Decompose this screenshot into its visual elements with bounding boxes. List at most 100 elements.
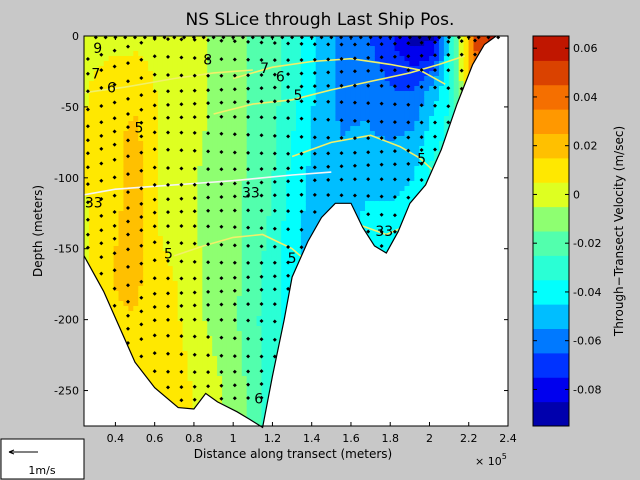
heat-cell [350,156,356,162]
heat-cell [241,371,248,377]
heat-cell [162,251,169,257]
heat-cell [360,201,366,207]
heat-cell [93,216,100,222]
heat-cell [271,96,277,102]
heat-cell [394,66,401,72]
heat-cell [369,46,376,52]
heat-cell [231,46,238,52]
heat-cell [335,96,341,102]
heat-cell [291,91,297,97]
heat-cell [138,346,144,352]
heat-cell [256,186,263,192]
heat-cell [212,196,218,202]
heat-cell [256,371,263,377]
heat-cell [355,46,361,52]
heat-cell [236,191,243,197]
heat-cell [271,111,277,117]
heat-cell [394,51,401,57]
heat-cell [330,171,337,177]
heat-cell [123,226,129,232]
heat-cell [226,186,233,192]
heat-cell [286,221,292,227]
heat-cell [88,91,95,97]
heat-cell [182,306,189,312]
heat-cell [148,261,154,267]
heat-cell [241,211,248,217]
heat-cell [157,326,164,332]
heat-cell [355,196,361,202]
heat-cell [315,41,322,47]
heat-cell [246,221,253,227]
heat-cell [350,201,356,207]
heat-cell [226,96,233,102]
heat-cell [148,291,154,297]
heat-cell [123,66,129,72]
heat-cell [167,191,174,197]
heat-cell [355,116,361,122]
heat-cell [192,51,198,57]
heat-cell [202,361,208,367]
heat-cell [157,126,164,132]
heat-cell [394,191,401,197]
heat-cell [84,96,90,102]
heat-cell [192,306,198,312]
heat-cell [266,111,272,117]
heat-cell [172,66,179,72]
heat-cell [172,396,179,402]
heat-cell [246,101,253,107]
heat-cell [187,376,194,382]
heat-cell [389,121,396,127]
heat-cell [157,56,164,62]
heat-cell [369,146,376,152]
heat-cell [207,351,213,357]
heat-cell [281,176,287,182]
heat-cell [118,151,125,157]
heat-cell [143,131,149,137]
heat-cell [379,156,386,162]
heat-cell [123,91,129,97]
heat-cell [128,46,134,52]
heat-cell [143,136,149,142]
heat-cell [187,336,194,342]
heat-cell [379,71,386,77]
heat-cell [133,231,139,237]
heat-cell [98,71,105,77]
heat-cell [118,246,125,252]
heat-cell [350,116,356,122]
heat-cell [187,266,194,272]
heat-cell [133,141,139,147]
heat-cell [256,111,263,117]
heat-cell [340,186,346,192]
heat-cell [360,76,366,82]
heat-cell [162,56,169,62]
heat-cell [177,266,184,272]
heat-cell [93,161,100,167]
heat-cell [108,276,115,282]
heat-cell [261,336,268,342]
heat-cell [84,111,90,117]
heat-cell [202,146,208,152]
heat-cell [226,126,233,132]
heat-cell [384,96,391,102]
heat-cell [330,156,337,162]
heat-cell [182,96,189,102]
heat-cell [197,196,203,202]
heat-cell [113,181,120,187]
heat-cell [108,251,115,257]
heat-cell [202,41,208,47]
heat-cell [271,131,277,137]
heat-cell [261,166,268,172]
heat-cell [389,91,396,97]
heat-cell [251,266,258,272]
heat-cell [84,136,90,142]
heat-cell [296,136,302,142]
heat-cell [157,281,164,287]
heat-cell [93,91,100,97]
heat-cell [212,316,218,322]
heat-cell [291,236,297,242]
heat-cell [153,151,159,157]
heat-cell [256,136,263,142]
heat-cell [340,191,346,197]
heat-cell [172,151,179,157]
heat-cell [286,261,292,267]
